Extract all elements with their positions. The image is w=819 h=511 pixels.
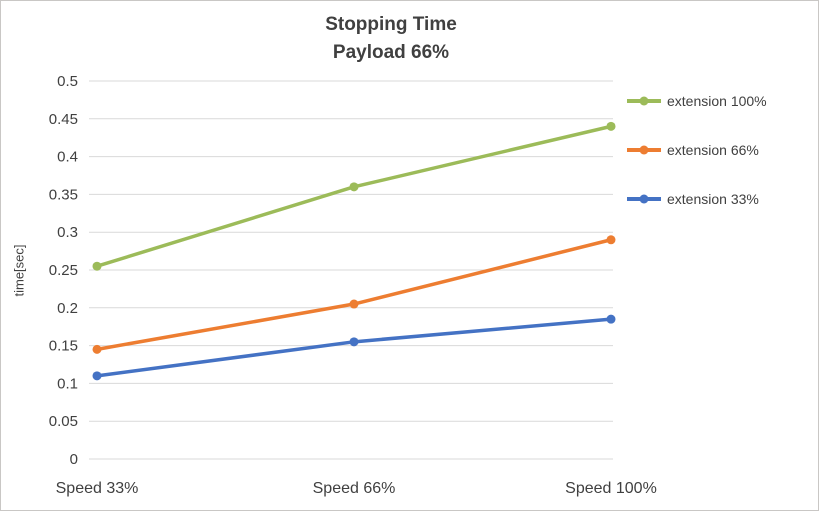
chart-title-line1: Stopping Time: [325, 14, 457, 35]
data-point: [92, 344, 102, 354]
y-tick-label: 0.05: [49, 413, 78, 430]
y-tick-label: 0.45: [49, 111, 78, 128]
y-tick-label: 0.35: [49, 186, 78, 203]
x-tick-label: Speed 66%: [313, 480, 396, 497]
y-tick-label: 0.1: [57, 375, 78, 392]
data-point: [92, 371, 102, 381]
y-tick-label: 0.15: [49, 338, 78, 355]
y-tick-label: 0.5: [57, 73, 78, 90]
legend-line-marker-icon: [627, 145, 661, 155]
data-point: [349, 182, 359, 192]
data-point: [606, 235, 616, 245]
data-point: [92, 261, 102, 271]
legend-line-marker-icon: [627, 96, 661, 106]
legend-label: extension 100%: [667, 93, 767, 109]
y-tick-label: 0.2: [57, 300, 78, 317]
series-line-extension-33-: [95, 317, 613, 378]
data-point: [349, 337, 359, 347]
data-point: [606, 314, 616, 324]
y-tick-label: 0: [70, 451, 78, 468]
y-tick-label: 0.3: [57, 224, 78, 241]
x-tick-label: Speed 33%: [56, 480, 139, 497]
data-point: [606, 121, 616, 131]
legend-line-marker-icon: [627, 194, 661, 204]
chart-title-line2: Payload 66%: [332, 41, 450, 63]
legend-item-extension-66: extension 66%: [627, 142, 767, 158]
legend-item-extension-33: extension 33%: [627, 191, 767, 207]
x-tick-label: Speed 100%: [565, 480, 657, 497]
chart-legend: extension 100% extension 66% extension 3…: [627, 93, 767, 240]
chart-title: Stopping Time Payload 66%: [1, 11, 781, 66]
data-point: [349, 299, 359, 309]
legend-item-extension-100: extension 100%: [627, 93, 767, 109]
series-line-extension-66-: [95, 238, 613, 352]
y-tick-label: 0.25: [49, 262, 78, 279]
y-tick-label: 0.4: [57, 149, 78, 166]
legend-label: extension 66%: [667, 142, 759, 158]
series-line-extension-100-: [95, 124, 613, 268]
legend-label: extension 33%: [667, 191, 759, 207]
